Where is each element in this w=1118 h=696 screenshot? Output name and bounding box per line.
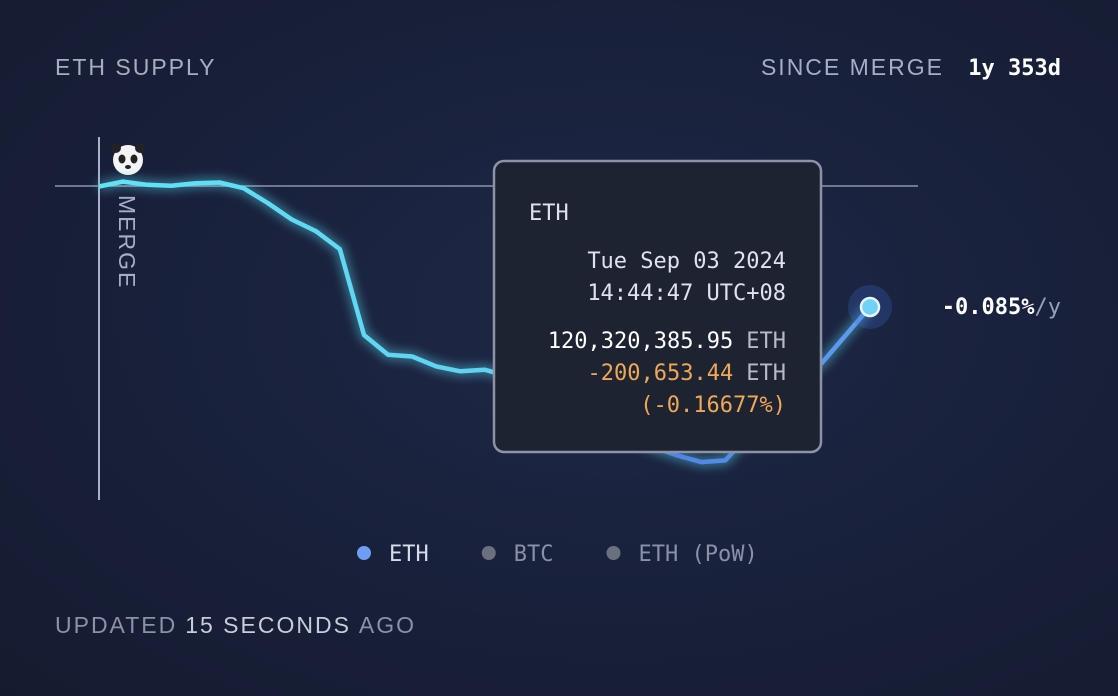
tooltip-supply-unit: ETH — [746, 329, 786, 354]
tooltip-change-line: -200,653.44 ETH — [588, 361, 786, 386]
legend-dot — [606, 546, 621, 560]
tooltip-change: -200,653.44 — [588, 361, 734, 386]
end-point — [859, 296, 881, 318]
legend: ETH BTC ETH (PoW) — [357, 542, 758, 567]
merge-label: MERGE — [114, 195, 140, 289]
legend-label[interactable]: ETH — [389, 542, 429, 567]
tooltip: ETH Tue Sep 03 2024 14:44:47 UTC+08 120,… — [492, 159, 823, 454]
tooltip-supply-line: 120,320,385.95 ETH — [548, 329, 786, 354]
panda-icon — [111, 143, 145, 175]
end-value: -0.085% — [942, 295, 1035, 320]
footer-prefix: UPDATED — [55, 612, 177, 638]
tooltip-box — [492, 159, 823, 454]
footer: UPDATED 15 SECONDS AGO — [55, 612, 416, 638]
since-label: SINCE MERGE — [761, 54, 944, 80]
legend-label[interactable]: ETH (PoW) — [639, 542, 758, 567]
since-value: 1y 353d — [968, 56, 1061, 81]
legend-dot — [481, 546, 496, 560]
end-label: -0.085%/y — [942, 295, 1061, 320]
title: ETH SUPPLY — [55, 54, 216, 80]
tooltip-supply: 120,320,385.95 — [548, 329, 733, 354]
footer-suffix: AGO — [359, 612, 416, 638]
tooltip-change-pct: (-0.16677%) — [640, 393, 786, 418]
tooltip-change-unit: ETH — [746, 361, 786, 386]
tooltip-unit: ETH — [529, 201, 569, 226]
end-unit: /y — [1035, 295, 1062, 320]
tooltip-date: Tue Sep 03 2024 — [587, 249, 786, 274]
footer-amount: 15 SECONDS — [185, 612, 351, 638]
legend-label[interactable]: BTC — [514, 542, 554, 567]
legend-dot — [357, 546, 371, 560]
tooltip-time: 14:44:47 UTC+08 — [587, 281, 786, 306]
